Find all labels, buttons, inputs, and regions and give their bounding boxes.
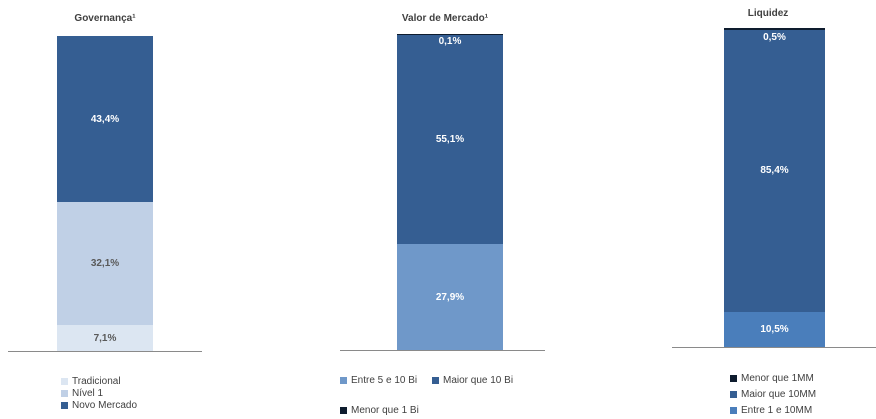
- bar-segment-menor-que-1mm: 0,5%: [724, 28, 825, 43]
- stacked-bar: 10,5% 85,4% 0,5%: [724, 28, 825, 347]
- legend: Menor que 1MM Maior que 10MM Entre 1 e 10M…: [730, 373, 870, 419]
- legend-item-entre-5-e-10-bi: Entre 5 e 10 Bi: [340, 375, 417, 386]
- chart-valor-de-mercado: Valor de Mercado¹ 27,9% 55,1% 0,1% Entre 5…: [330, 0, 560, 419]
- chart-title: Valor de Mercado¹: [401, 13, 489, 24]
- legend-item-menor-que-1mm: Menor que 1MM: [730, 373, 814, 384]
- data-label: 85,4%: [760, 165, 789, 177]
- bar-segment-menor-que-1-bi: 0,1%: [397, 33, 503, 47]
- legend-swatch: [730, 375, 737, 382]
- legend-swatch: [61, 378, 68, 385]
- data-label: 0,1%: [438, 36, 462, 48]
- legend-swatch: [340, 407, 347, 414]
- legend-swatch: [61, 402, 68, 409]
- bar-segment-entre-5-e-10-bi: 27,9%: [397, 244, 503, 350]
- legend-item-nivel-1: Nível 1: [61, 388, 103, 399]
- bar-segment-maior-que-10mm: 85,4%: [724, 29, 825, 313]
- legend-item-maior-que-10-bi: Maior que 10 Bi: [432, 375, 513, 386]
- legend-item-entre-1-e-10mm: Entre 1 e 10MM: [730, 405, 812, 416]
- chart-title: Governança¹: [74, 13, 136, 24]
- bar-segment-nivel-1: 32,1%: [57, 202, 153, 325]
- data-label: 32,1%: [90, 257, 120, 269]
- stacked-bar: 7,1% 32,1% 43,4%: [57, 36, 153, 352]
- bar-segment-entre-1-e-10mm: 10,5%: [724, 312, 825, 347]
- data-label: 10,5%: [760, 324, 789, 336]
- legend: Entre 5 e 10 Bi Maior que 10 Bi Menor que …: [340, 375, 560, 419]
- legend-label: Tradicional: [72, 376, 121, 387]
- x-axis-line: [340, 350, 545, 351]
- bar-segment-novo-mercado: 43,4%: [57, 36, 153, 203]
- legend-label: Novo Mercado: [72, 400, 138, 411]
- legend-label: Menor que 1MM: [741, 373, 814, 384]
- legend-item-tradicional: Tradicional: [61, 376, 121, 387]
- legend-item-novo-mercado: Novo Mercado: [61, 400, 137, 411]
- legend-swatch: [61, 390, 68, 397]
- legend-item-maior-que-10mm: Maior que 10MM: [730, 389, 816, 400]
- chart-title: Liquidez: [747, 8, 789, 19]
- legend-label: Maior que 10MM: [741, 389, 817, 400]
- legend-item-menor-que-1-bi: Menor que 1 Bi: [340, 405, 419, 416]
- legend-label: Nível 1: [72, 388, 104, 399]
- legend-label: Menor que 1 Bi: [351, 405, 419, 416]
- legend-swatch: [340, 377, 347, 384]
- data-label: 27,9%: [435, 291, 465, 303]
- data-label: 55,1%: [435, 134, 465, 146]
- legend-swatch: [730, 391, 737, 398]
- legend-label: Maior que 10 Bi: [443, 375, 514, 386]
- legend-label: Entre 1 e 10MM: [741, 405, 813, 416]
- data-label: 43,4%: [90, 113, 120, 125]
- legend-swatch: [432, 377, 439, 384]
- chart-governanca: Governança¹ 7,1% 32,1% 43,4% Tradicional Ní…: [0, 0, 210, 419]
- bar-segment-maior-que-10-bi: 55,1%: [397, 35, 503, 245]
- x-axis-line: [672, 347, 876, 348]
- bar-segment-tradicional: 7,1%: [57, 324, 153, 352]
- chart-liquidez: Liquidez 10,5% 85,4% 0,5% Menor que 1MM Mai…: [660, 0, 876, 419]
- x-axis-line: [8, 351, 202, 352]
- data-label: 0,5%: [763, 31, 786, 43]
- stacked-bar: 27,9% 55,1% 0,1%: [397, 33, 503, 350]
- legend-label: Entre 5 e 10 Bi: [351, 375, 418, 386]
- legend: Tradicional Nível 1 Novo Mercado: [61, 376, 211, 419]
- data-label: 7,1%: [93, 332, 117, 344]
- legend-swatch: [730, 407, 737, 414]
